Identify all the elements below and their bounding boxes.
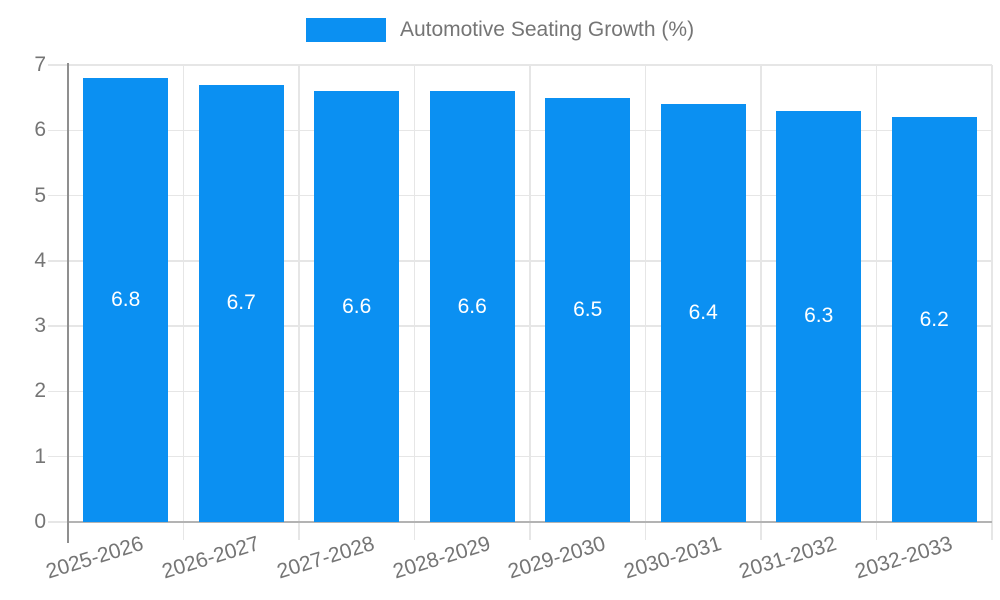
- v-gridline: [644, 65, 647, 540]
- bar-value-label: 6.6: [457, 294, 487, 318]
- bar[interactable]: 6.5: [545, 97, 631, 522]
- h-gridline: [48, 194, 992, 197]
- y-tick-label: 1: [34, 444, 46, 468]
- bar-value-label: 6.5: [573, 297, 603, 321]
- bar-column: 6.6: [299, 65, 415, 522]
- bar-column: 6.8: [68, 65, 184, 522]
- bar[interactable]: 6.3: [776, 110, 862, 522]
- bar-column: 6.3: [761, 65, 877, 522]
- y-tick-label: 2: [34, 379, 46, 403]
- x-tick-label: 2025-2026: [43, 532, 147, 584]
- bar-value-label: 6.4: [688, 301, 718, 325]
- bar-column: 6.6: [415, 65, 531, 522]
- x-axis-line: [68, 521, 992, 523]
- y-tick-label: 5: [34, 183, 46, 207]
- h-gridline: [48, 129, 992, 132]
- bar-value-label: 6.3: [804, 304, 834, 328]
- y-axis-line: [67, 63, 69, 543]
- x-tick-label: 2032-2033: [852, 532, 955, 584]
- legend-label[interactable]: Automotive Seating Growth (%): [399, 18, 695, 41]
- h-gridline: [48, 260, 992, 262]
- bar-column: 6.7: [184, 65, 300, 522]
- v-gridline: [182, 65, 185, 540]
- bar[interactable]: 6.6: [429, 91, 515, 522]
- bar-column: 6.4: [646, 65, 762, 522]
- bar-column: 6.2: [877, 65, 993, 522]
- h-gridline: [48, 64, 992, 66]
- bar-value-label: 6.6: [342, 294, 372, 318]
- v-gridline: [529, 65, 531, 540]
- y-tick-mark: [48, 521, 68, 523]
- x-tick-label: 2027-2028: [274, 532, 378, 584]
- h-gridline: [48, 455, 992, 458]
- x-tick-label: 2028-2029: [390, 532, 493, 584]
- v-gridline: [875, 65, 878, 540]
- bar[interactable]: 6.8: [83, 78, 169, 522]
- bar[interactable]: 6.7: [198, 84, 284, 522]
- x-tick-label: 2031-2032: [736, 532, 840, 584]
- y-tick-label: 3: [34, 314, 46, 338]
- v-gridline: [760, 65, 762, 540]
- h-gridline: [48, 390, 992, 393]
- y-tick-label: 6: [34, 118, 46, 142]
- h-gridline: [48, 325, 992, 327]
- bar[interactable]: 6.6: [314, 91, 400, 522]
- v-gridline: [298, 65, 300, 540]
- x-tick-label: 2029-2030: [505, 532, 609, 584]
- v-gridline: [413, 65, 416, 540]
- bar-value-label: 6.8: [111, 288, 141, 312]
- bars-area: 6.8 6.7 6.6 6.6 6.5 6.4 6.3 6.2: [68, 65, 992, 522]
- bar-value-label: 6.2: [919, 307, 949, 331]
- legend: Automotive Seating Growth (%): [0, 18, 1000, 42]
- bar[interactable]: 6.4: [660, 104, 746, 522]
- x-tick-label: 2026-2027: [159, 532, 262, 584]
- y-tick-label: 0: [34, 510, 46, 533]
- x-tick-label: 2030-2031: [621, 532, 724, 584]
- v-gridline: [991, 65, 993, 540]
- bar-column: 6.5: [530, 65, 646, 522]
- bar[interactable]: 6.2: [891, 117, 977, 522]
- bar-value-label: 6.7: [226, 291, 256, 315]
- y-tick-label: 4: [34, 248, 46, 272]
- y-tick-label: 7: [34, 53, 46, 76]
- legend-swatch[interactable]: [305, 18, 386, 42]
